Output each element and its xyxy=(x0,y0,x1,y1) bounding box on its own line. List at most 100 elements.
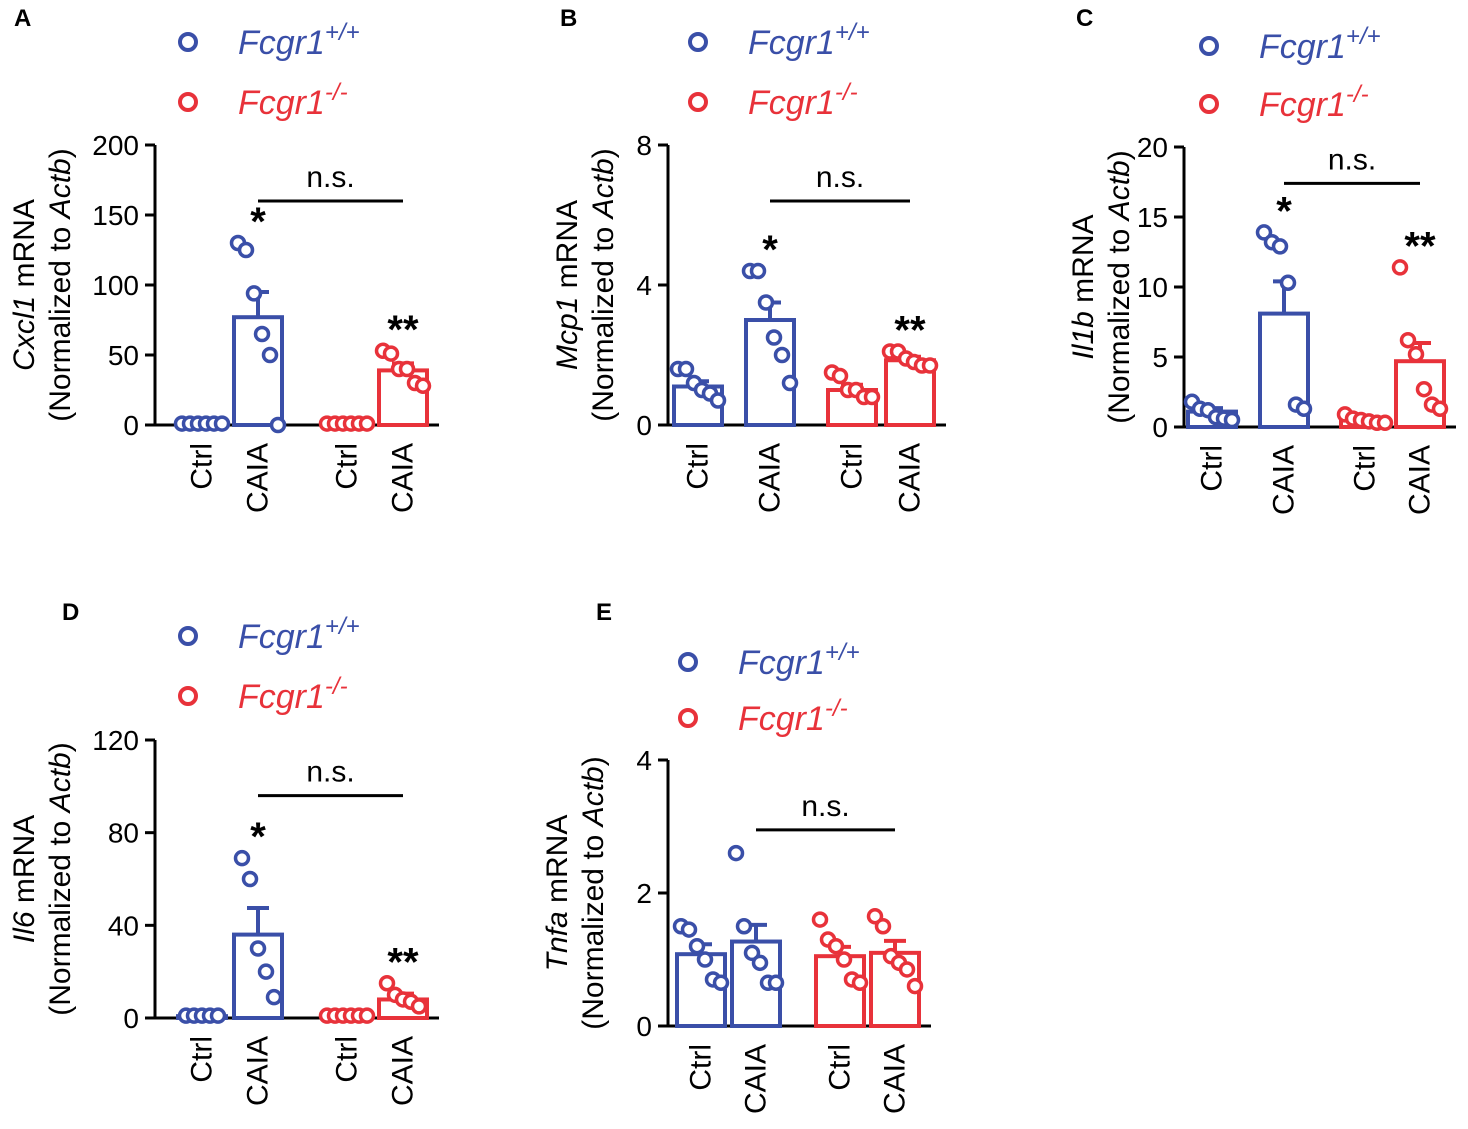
x-tick-label: CAIA xyxy=(894,443,927,513)
data-point xyxy=(749,262,767,280)
x-tick-label: Ctrl xyxy=(331,1036,364,1083)
data-point xyxy=(1399,331,1417,349)
data-point xyxy=(751,954,769,972)
x-tick-label: Ctrl xyxy=(682,443,715,490)
data-point xyxy=(831,367,849,385)
data-point xyxy=(811,911,829,928)
x-tick-label: CAIA xyxy=(387,443,420,513)
significance-star: ** xyxy=(894,309,926,353)
data-point xyxy=(874,918,892,935)
ns-label: n.s. xyxy=(801,790,849,823)
x-tick-label: CAIA xyxy=(879,1044,912,1114)
panel-D: D Fcgr1+/+ Fcgr1-/- 0 40 80 120 Il6 mRNA (Normal… xyxy=(8,599,439,1106)
significance-star: * xyxy=(762,228,778,272)
y-tick-label: 4 xyxy=(636,270,652,301)
y-tick-label: 4 xyxy=(636,745,652,776)
data-point xyxy=(249,940,267,957)
data-point xyxy=(253,325,271,343)
y-tick-label: 0 xyxy=(636,1011,652,1042)
x-tick-label: Ctrl xyxy=(1196,445,1229,492)
data-point xyxy=(414,377,432,395)
significance-star: ** xyxy=(1404,224,1436,268)
data-point xyxy=(851,974,869,992)
x-tick-label: CAIA xyxy=(740,1044,773,1114)
legend-label-wt: Fcgr1+/+ xyxy=(238,19,360,62)
y-axis-title-gene: Il1b mRNA xyxy=(1067,214,1100,359)
legend-marker-ko xyxy=(178,92,198,112)
panel-A: A Fcgr1+/+ Fcgr1-/- 0 50 100 150 200 Cxcl1 mRNA(… xyxy=(8,5,439,513)
x-tick-label: Ctrl xyxy=(186,1036,219,1083)
y-tick-label: 150 xyxy=(92,200,139,231)
y-axis-title-gene: Mcp1 mRNA xyxy=(551,200,584,370)
legend-label-ko: Fcgr1-/- xyxy=(748,79,858,122)
y-tick-label: 40 xyxy=(108,910,139,941)
legend-marker-wt xyxy=(678,652,698,672)
data-point xyxy=(1415,380,1433,398)
data-point xyxy=(1223,411,1241,429)
data-point xyxy=(261,346,279,364)
legend-label-ko: Fcgr1-/- xyxy=(238,673,348,716)
data-point xyxy=(767,974,785,992)
y-tick-label: 10 xyxy=(1137,272,1168,303)
legend-marker-wt xyxy=(1199,36,1219,56)
data-point xyxy=(835,951,853,968)
data-point xyxy=(727,844,745,862)
x-tick-label: Ctrl xyxy=(186,443,219,490)
significance-star: ** xyxy=(387,940,419,984)
data-point xyxy=(398,360,416,378)
data-point xyxy=(410,998,428,1015)
x-tick-label: Ctrl xyxy=(824,1044,857,1091)
data-point xyxy=(1271,238,1289,255)
panel-label: D xyxy=(62,599,79,626)
x-tick-label: CAIA xyxy=(387,1036,420,1106)
panel-E: E Fcgr1+/+ Fcgr1-/- 0 2 4 Tnfa mRNA (Normalized… xyxy=(541,599,931,1114)
data-point xyxy=(241,870,259,888)
legend-label-ko: Fcgr1-/- xyxy=(238,79,348,122)
legend-marker-wt xyxy=(178,32,198,52)
panel-C: C Fcgr1+/+ Fcgr1-/- 0 5 10 15 20 Il1b mRNA (Norma… xyxy=(1067,5,1456,515)
y-axis-title-normalized: (Normalized to Actb) xyxy=(577,756,610,1029)
x-tick-label: CAIA xyxy=(754,443,787,513)
y-tick-label: 50 xyxy=(108,340,139,371)
legend-label-ko: Fcgr1-/- xyxy=(738,695,848,738)
data-point xyxy=(765,329,783,346)
y-axis-title-normalized: (Normalized to Actb) xyxy=(44,742,77,1015)
data-point xyxy=(906,977,924,995)
data-point xyxy=(696,951,714,968)
data-point xyxy=(781,374,799,392)
y-tick-label: 8 xyxy=(636,130,652,161)
data-point xyxy=(245,285,263,302)
ns-label: n.s. xyxy=(306,756,354,789)
y-tick-label: 0 xyxy=(123,410,139,441)
legend-label-ko: Fcgr1-/- xyxy=(1259,81,1369,124)
y-tick-label: 5 xyxy=(1152,342,1168,373)
y-tick-label: 0 xyxy=(636,410,652,441)
data-point xyxy=(213,415,231,432)
legend-marker-ko xyxy=(678,708,698,728)
data-point xyxy=(269,416,287,434)
panel-label: B xyxy=(560,5,577,32)
y-tick-label: 0 xyxy=(123,1003,139,1034)
data-point xyxy=(1431,400,1449,418)
y-tick-label: 2 xyxy=(636,878,652,909)
legend-marker-ko xyxy=(688,92,708,112)
legend-marker-ko xyxy=(1199,94,1219,114)
data-point xyxy=(863,388,881,406)
significance-star: * xyxy=(250,200,266,244)
legend-label-wt: Fcgr1+/+ xyxy=(1259,23,1381,66)
panel-label: C xyxy=(1076,5,1093,32)
x-tick-label: Ctrl xyxy=(1349,445,1382,492)
x-tick-label: Ctrl xyxy=(685,1044,718,1091)
data-point xyxy=(1407,345,1425,363)
x-tick-label: CAIA xyxy=(1268,445,1301,515)
y-axis-title-gene: Cxcl1 mRNA xyxy=(8,199,41,371)
data-point xyxy=(265,988,283,1006)
data-point xyxy=(827,937,845,955)
data-point xyxy=(921,357,939,374)
y-axis-title-gene: Tnfa mRNA xyxy=(541,815,574,972)
ns-label: n.s. xyxy=(1328,143,1376,176)
legend-marker-wt xyxy=(178,626,198,646)
y-tick-label: 100 xyxy=(92,270,139,301)
data-point xyxy=(1295,400,1313,418)
